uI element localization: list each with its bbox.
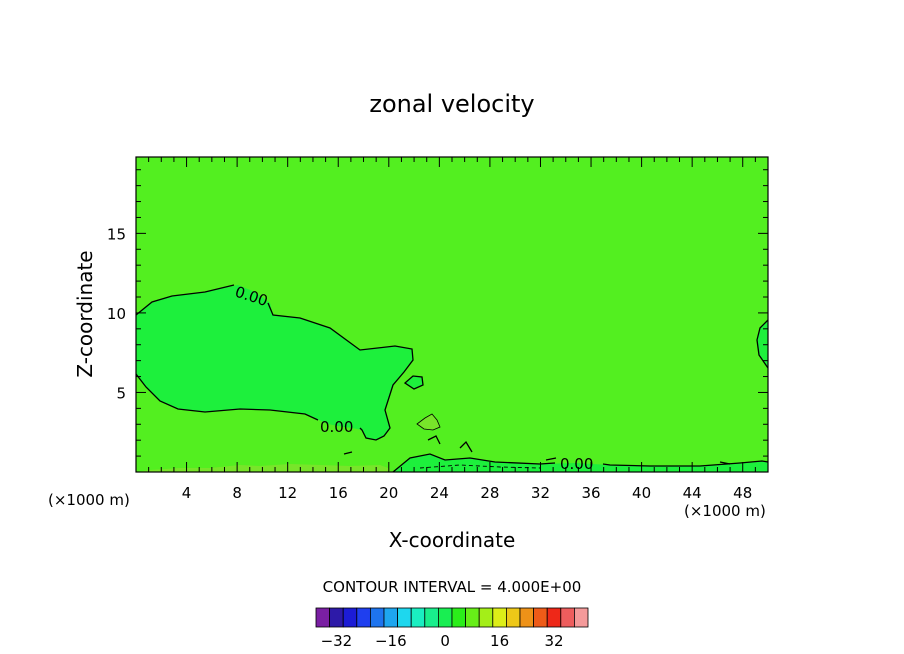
colorbar-swatch	[410, 607, 426, 628]
x-tick-label: 48	[733, 484, 752, 502]
x-tick-label: 20	[379, 484, 398, 502]
colorbar-tick-label: 32	[544, 632, 563, 650]
colorbar-swatch	[369, 607, 385, 628]
y-tick-label: 15	[107, 225, 126, 243]
colorbar-swatch	[315, 607, 331, 628]
contour-line-bottom	[392, 453, 556, 473]
colorbar-swatch	[519, 607, 535, 628]
contour-line-dashed-negative	[419, 464, 541, 469]
colorbar-tick-label: 0	[440, 632, 450, 650]
colorbar-swatch	[505, 607, 521, 628]
colorbar-swatch	[451, 607, 467, 628]
colorbar-tick-label: −32	[321, 632, 353, 650]
x-tick-labels: 4 8 12 16 20 24 28 32 36 40 44 48	[182, 484, 752, 502]
contour-line-small-bits	[343, 435, 731, 465]
colorbar-swatch	[533, 607, 548, 628]
contour-label: 0.00	[320, 418, 353, 436]
colorbar-swatch	[356, 607, 371, 628]
contour-line-zero-lower	[135, 373, 319, 421]
y-tick-label: 10	[107, 305, 126, 323]
x-tick-label: 32	[531, 484, 550, 502]
contour-line-bottom-2	[602, 460, 769, 467]
colorbar-swatch	[560, 607, 575, 628]
y-tick-labels: 5 10 15	[107, 225, 126, 402]
x-tick-label: 8	[232, 484, 242, 502]
x-tick-label: 28	[480, 484, 499, 502]
contour-line-zero-upper	[135, 284, 235, 316]
plot-area: 0.00 0.00 0.00	[135, 156, 769, 473]
negative-region-lower-right	[393, 454, 768, 472]
colorbar-swatch	[424, 607, 439, 628]
colorbar-swatch	[465, 607, 480, 628]
contour-line-positive-blob	[416, 413, 441, 431]
colorbar-tick-labels: −32 −16 0 16 32	[321, 632, 564, 650]
colorbar	[315, 607, 589, 628]
x-tick-label: 16	[329, 484, 348, 502]
colorbar-swatch	[437, 607, 453, 628]
colorbar-swatch	[574, 607, 589, 628]
contour-label: 0.00	[560, 455, 593, 473]
x-tick-label: 12	[278, 484, 297, 502]
colorbar-swatch	[383, 607, 399, 628]
x-tick-label: 40	[632, 484, 651, 502]
x-unit-left: (×1000 m)	[48, 491, 130, 509]
colorbar-swatch	[342, 607, 358, 628]
colorbar-swatch	[546, 607, 562, 628]
contour-lines	[135, 284, 769, 473]
colorbar-swatch	[478, 607, 494, 628]
x-tick-label: 4	[182, 484, 192, 502]
x-tick-label: 24	[430, 484, 449, 502]
y-axis-label: Z-coordinate	[73, 250, 97, 377]
x-axis-label: X-coordinate	[389, 528, 516, 552]
colorbar-swatch	[492, 607, 507, 628]
colorbar-swatch	[329, 607, 344, 628]
y-tick-label: 5	[116, 384, 126, 402]
contour-line-right-edge	[756, 319, 769, 369]
x-unit-right: (×1000 m)	[684, 502, 766, 520]
colorbar-swatch	[397, 607, 412, 628]
positive-blob	[417, 414, 440, 430]
colorbar-tick-label: −16	[375, 632, 407, 650]
contour-line-zero-upper-2	[267, 302, 414, 441]
negative-region-upper-left	[136, 285, 413, 440]
axis-ticks	[136, 157, 768, 472]
colorbar-tick-label: 16	[490, 632, 509, 650]
contour-line-islet	[403, 375, 424, 390]
x-tick-label: 36	[581, 484, 600, 502]
x-tick-label: 44	[683, 484, 702, 502]
contour-interval-label: CONTOUR INTERVAL = 4.000E+00	[323, 578, 582, 596]
chart-title: zonal velocity	[369, 90, 534, 118]
